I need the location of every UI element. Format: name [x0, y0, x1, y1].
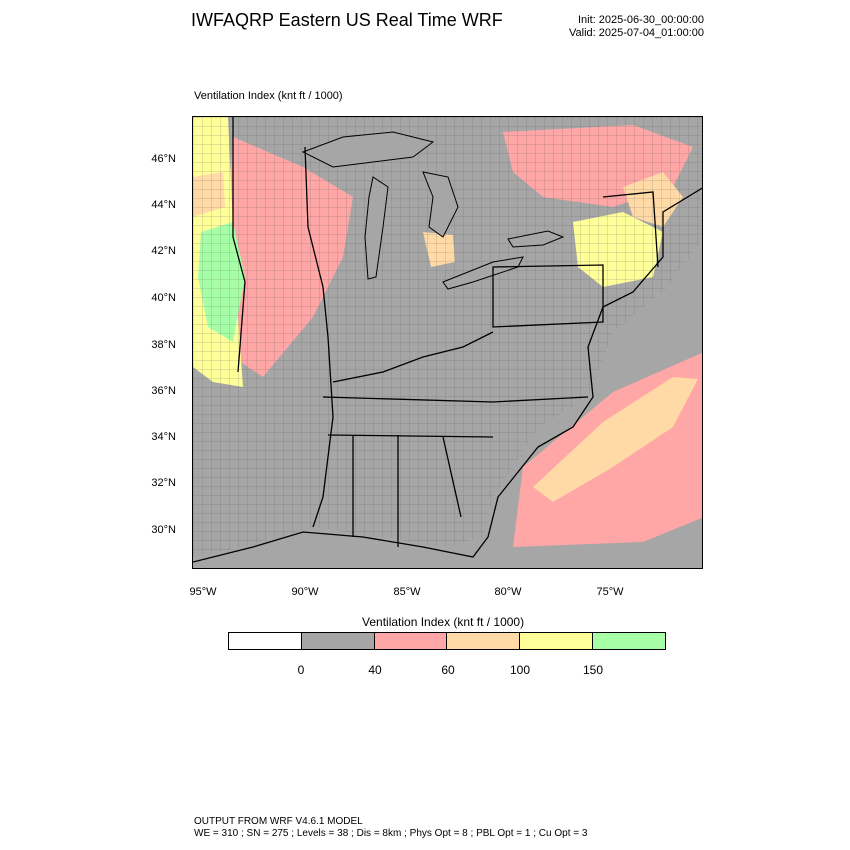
great-lakes	[301, 131, 565, 290]
lat-label: 30°N	[151, 524, 176, 536]
colorbar	[228, 632, 666, 650]
map-field-title: Ventilation Index (knt ft / 1000)	[194, 90, 343, 102]
lake-huron	[422, 171, 459, 238]
colorbar-box	[229, 633, 302, 649]
boundary-ny	[602, 191, 659, 268]
colorbar-tick: 60	[441, 663, 455, 677]
colorbar-box	[520, 633, 594, 649]
lon-label: 80°W	[494, 586, 522, 598]
lon-label: 85°W	[393, 586, 421, 598]
colorbar-box	[374, 633, 448, 649]
boundary-pa	[492, 264, 604, 328]
lat-label: 38°N	[151, 339, 176, 351]
lat-label: 44°N	[151, 199, 176, 211]
lake-superior	[301, 131, 435, 168]
init-time: Init: 2025-06-30_00:00:00	[578, 14, 704, 26]
lon-label: 95°W	[189, 586, 217, 598]
colorbar-tick: 100	[509, 663, 531, 677]
map-canvas	[193, 117, 702, 568]
state-boundaries	[232, 117, 659, 547]
lat-label: 36°N	[151, 385, 176, 397]
boundary-lower-states	[352, 435, 462, 547]
lat-label: 46°N	[151, 153, 176, 165]
colorbar-tick: 0	[297, 663, 305, 677]
lon-label: 75°W	[596, 586, 624, 598]
lon-label: 90°W	[291, 586, 319, 598]
colorbar-tick: 150	[582, 663, 604, 677]
colorbar-tick: 40	[368, 663, 382, 677]
model-info-line1: OUTPUT FROM WRF V4.6.1 MODEL	[194, 816, 363, 827]
page-title: IWFAQRP Eastern US Real Time WRF	[191, 10, 503, 30]
colorbar-box	[301, 633, 375, 649]
orange-ocean	[533, 377, 698, 502]
colorbar-box	[593, 633, 665, 649]
colorbar-title: Ventilation Index (knt ft / 1000)	[362, 615, 525, 629]
colorbar-box	[447, 633, 521, 649]
boundary-miss-river	[304, 146, 334, 528]
boundary-tn-ky	[322, 396, 589, 403]
lake-ontario	[507, 230, 565, 248]
coastline	[193, 187, 702, 563]
model-info-line2: WE = 310 ; SN = 275 ; Levels = 38 ; Dis …	[194, 828, 588, 839]
lat-label: 40°N	[151, 292, 176, 304]
county-lines	[193, 117, 702, 557]
lat-label: 32°N	[151, 477, 176, 489]
lake-michigan	[364, 176, 389, 280]
lat-label: 42°N	[151, 245, 176, 257]
boundary-west	[232, 117, 246, 373]
map-plot	[192, 116, 703, 569]
valid-time: Valid: 2025-07-04_01:00:00	[569, 27, 704, 39]
lat-label: 34°N	[151, 431, 176, 443]
boundary-tn-south	[327, 434, 494, 438]
boundary-ohio-river	[332, 331, 494, 383]
